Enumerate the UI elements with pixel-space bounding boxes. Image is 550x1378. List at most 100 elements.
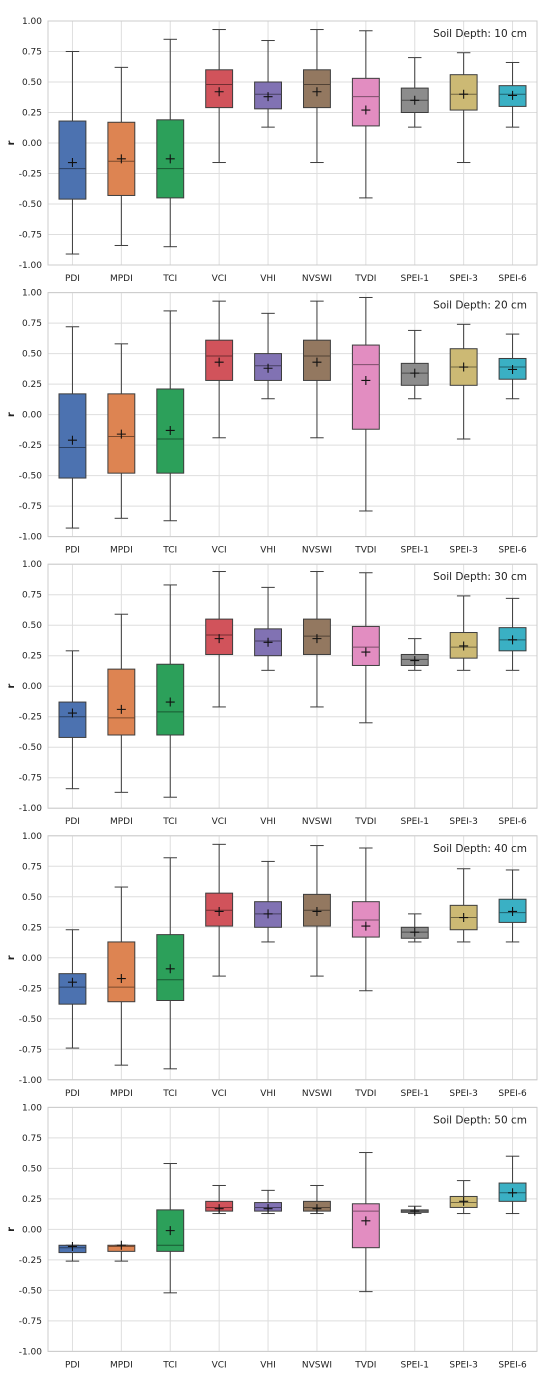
x-tick-label: TVDI (354, 546, 376, 556)
box-pdi (58, 650, 87, 790)
y-axis-label: r (6, 1227, 17, 1232)
mean-marker (67, 1241, 77, 1251)
mean-marker (459, 641, 469, 651)
iqr-box (351, 1203, 380, 1249)
x-tick-label: SPEI-6 (498, 1089, 527, 1099)
panel-5: 1.00 0.75 0.50 0.25 0.00 -0.25 -0.50 -0.75 -1.00… (6, 1103, 538, 1370)
mean-marker (116, 154, 126, 164)
y-tick-label: 0.25 (22, 652, 42, 662)
box-vhi (254, 860, 282, 943)
box-pdi (58, 929, 87, 1049)
y-tick-label: 0.50 (22, 1164, 42, 1174)
y-tick-label: -1.00 (19, 1347, 43, 1357)
box-vhi (254, 1189, 282, 1215)
x-tick-label: SPEI-6 (498, 546, 527, 556)
y-tick-label: -0.50 (19, 200, 43, 210)
x-tick-label: PDI (65, 817, 80, 827)
y-axis-label: r (6, 140, 17, 145)
mean-marker (214, 357, 224, 367)
x-tick-label: SPEI-1 (401, 546, 429, 556)
box-tci (156, 584, 185, 798)
mean-marker (165, 425, 175, 435)
x-tick-label: SPEI-6 (498, 274, 527, 284)
mean-marker (361, 1216, 371, 1226)
x-tick-label: TCI (162, 817, 177, 827)
y-tick-label: 0.25 (22, 109, 42, 119)
x-tick-label: MPDI (110, 1089, 133, 1099)
box-vhi (254, 312, 282, 400)
y-tick-label: 0.50 (22, 621, 42, 631)
mean-marker (67, 977, 77, 987)
y-tick-label: -0.25 (19, 1256, 42, 1266)
box-spei-3 (449, 52, 478, 164)
box-nvswi (303, 29, 331, 164)
mean-marker (410, 927, 420, 937)
x-tick-label: VCI (212, 1360, 227, 1370)
mean-marker (410, 656, 420, 666)
mean-marker (116, 1240, 126, 1250)
y-tick-label: 0.50 (22, 350, 42, 360)
mean-marker (67, 435, 77, 445)
box-spei-6 (498, 597, 527, 671)
panel-title: Soil Depth: 50 cm (433, 1114, 527, 1126)
y-tick-label: 0.00 (22, 682, 42, 692)
x-tick-label: VCI (212, 1089, 227, 1099)
box-vci (205, 29, 234, 164)
box-mpdi (107, 613, 136, 793)
y-tick-label: -0.50 (19, 1286, 43, 1296)
y-tick-label: 0.75 (22, 1134, 42, 1144)
x-tick-label: PDI (65, 274, 80, 284)
y-tick-label: -0.25 (19, 713, 42, 723)
mean-marker (459, 362, 469, 372)
x-tick-label: SPEI-3 (449, 546, 477, 556)
mean-marker (165, 1226, 175, 1236)
mean-marker (214, 906, 224, 916)
x-tick-label: SPEI-6 (498, 817, 527, 827)
plot-frame (47, 20, 538, 266)
mean-marker (410, 95, 420, 105)
x-tick-label: VHI (260, 274, 276, 284)
y-tick-label: 0.50 (22, 893, 42, 903)
iqr-box (351, 625, 380, 666)
y-tick-label: 0.25 (22, 380, 42, 390)
panel-1: 1.00 0.75 0.50 0.25 0.00 -0.25 -0.50 -0.75 -1.00… (6, 17, 538, 284)
y-tick-label: -1.00 (19, 1076, 43, 1086)
box-spei-1 (400, 329, 429, 400)
y-tick-label: -0.25 (19, 441, 42, 451)
x-tick-label: MPDI (110, 546, 133, 556)
box-spei-6 (498, 869, 527, 943)
y-tick-label: 0.75 (22, 591, 42, 601)
mean-marker (508, 364, 518, 374)
y-tick-label: -0.75 (19, 774, 42, 784)
box-tci (156, 38, 185, 248)
box-spei-1 (400, 57, 429, 128)
box-vci (205, 1184, 234, 1215)
box-tci (156, 857, 185, 1070)
box-spei-3 (449, 323, 478, 440)
x-tick-label: TCI (162, 274, 177, 284)
x-tick-label: NVSWI (302, 817, 332, 827)
mean-marker (67, 158, 77, 168)
box-nvswi (303, 300, 331, 439)
mean-marker (312, 906, 322, 916)
x-tick-label: SPEI-1 (401, 817, 429, 827)
x-tick-label: TCI (162, 1089, 177, 1099)
iqr-box (58, 701, 87, 738)
x-tick-label: PDI (65, 546, 80, 556)
mean-marker (312, 357, 322, 367)
mean-marker (165, 964, 175, 974)
mean-marker (214, 1204, 224, 1214)
y-tick-label: 0.25 (22, 1195, 42, 1205)
y-tick-label: 1.00 (22, 560, 42, 570)
box-tvdi (351, 1152, 380, 1293)
y-axis-label: r (6, 684, 17, 689)
x-tick-label: TVDI (354, 1360, 376, 1370)
box-vci (205, 571, 234, 708)
x-tick-label: MPDI (110, 274, 133, 284)
x-tick-label: MPDI (110, 817, 133, 827)
y-tick-label: -0.50 (19, 472, 43, 482)
y-tick-label: 0.75 (22, 319, 42, 329)
mean-marker (263, 92, 273, 102)
x-tick-label: SPEI-1 (401, 1360, 429, 1370)
